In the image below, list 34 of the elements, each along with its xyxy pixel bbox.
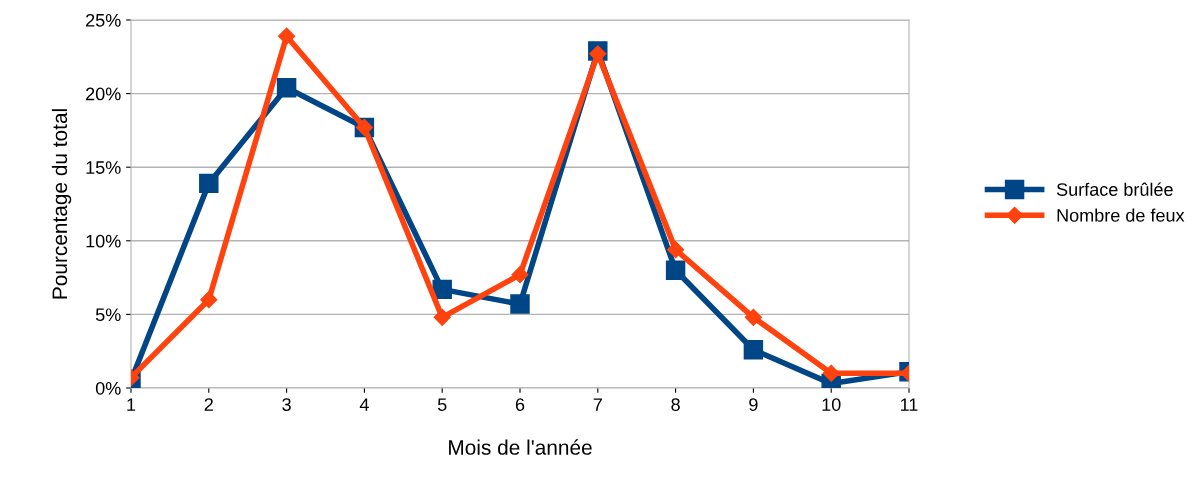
point [743,340,764,360]
y-tick-label: 25% [86,13,121,27]
point [199,173,219,194]
x-tick-label: 3 [282,398,291,411]
point [667,241,685,259]
point [200,291,218,309]
x-tick-label: 1 [127,398,136,411]
x-tick-label: 6 [515,398,525,411]
point [665,260,686,280]
y-axis-title: Pourcentage du total [51,109,72,299]
point [432,279,452,300]
point [278,27,296,45]
point [510,294,530,314]
y-tick-label: 5% [95,308,121,322]
point [822,364,840,382]
y-tick-label: 0% [95,381,121,395]
legend-label: Surface brûlée [1056,182,1173,196]
x-tick-label: 7 [593,398,602,411]
point [276,77,297,98]
x-tick-label: 10 [822,398,841,411]
y-tick-label: 10% [86,234,121,248]
x-tick-label: 2 [204,398,213,411]
x-tick-label: 8 [671,398,680,411]
point [511,266,529,284]
y-tick-label: 20% [86,87,121,101]
point [744,308,762,326]
x-tick-label: 4 [359,398,369,411]
x-axis-title: Mois de l'année [449,439,592,455]
point [433,308,451,326]
legend-label: Nombre de feux [1057,208,1185,222]
x-tick-label: 9 [749,398,758,411]
x-tick-label: 5 [437,398,447,411]
x-tick-label: 11 [901,398,918,411]
y-tick-label: 15% [86,161,121,174]
